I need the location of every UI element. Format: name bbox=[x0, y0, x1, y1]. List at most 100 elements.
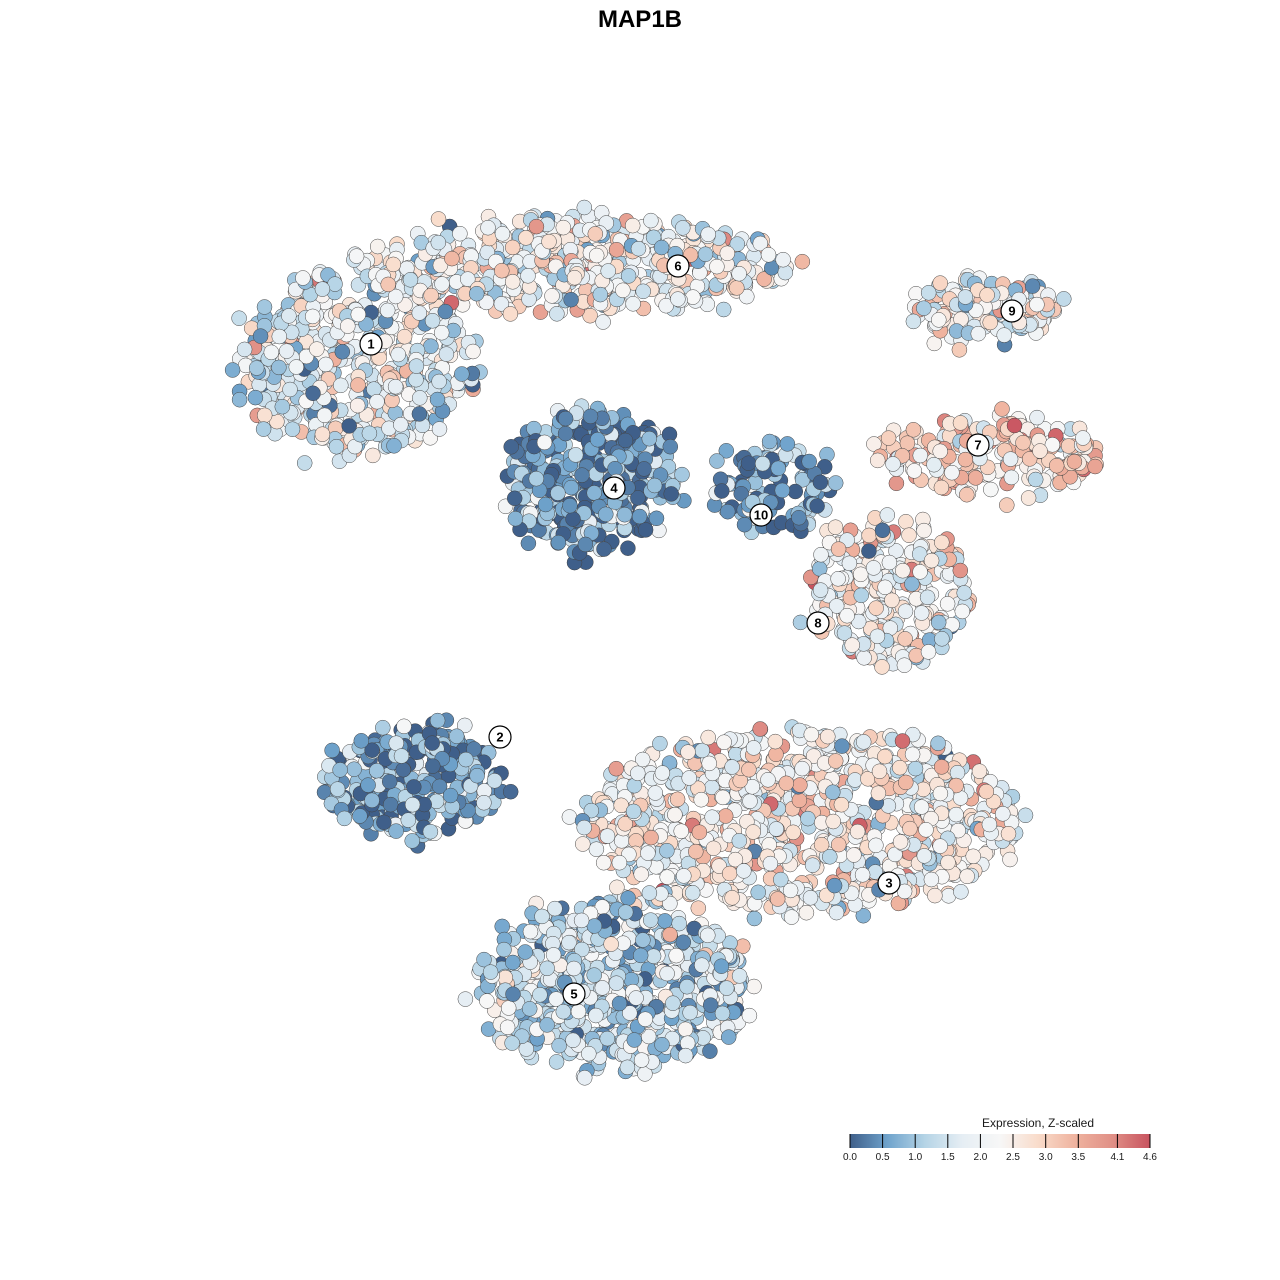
cell-point bbox=[681, 770, 697, 786]
cell-point bbox=[528, 218, 545, 235]
cell-point bbox=[369, 238, 386, 255]
cell-point bbox=[566, 960, 582, 977]
cell-point bbox=[476, 794, 492, 811]
cell-point bbox=[537, 496, 554, 513]
cell-point bbox=[952, 562, 969, 579]
cell-point bbox=[787, 483, 804, 500]
cell-point bbox=[691, 824, 708, 840]
cell-point bbox=[892, 834, 909, 850]
cell-point bbox=[236, 341, 253, 358]
cell-point bbox=[1021, 451, 1038, 467]
cell-point bbox=[536, 434, 553, 451]
cell-point bbox=[996, 327, 1012, 343]
cell-point bbox=[658, 297, 674, 314]
cell-point bbox=[574, 941, 590, 958]
cell-point bbox=[1024, 278, 1041, 294]
cell-point bbox=[432, 257, 449, 274]
cell-point bbox=[952, 415, 969, 431]
cell-point bbox=[731, 968, 748, 984]
cell-point bbox=[333, 377, 349, 394]
cell-point bbox=[1029, 409, 1045, 426]
cluster-label-badge bbox=[666, 254, 690, 278]
cell-point bbox=[256, 407, 273, 424]
cell-point bbox=[385, 256, 402, 273]
cell-point bbox=[314, 426, 331, 442]
cell-point bbox=[503, 439, 519, 455]
cell-point bbox=[640, 845, 656, 861]
cell-point bbox=[812, 474, 829, 491]
cell-point bbox=[613, 797, 629, 814]
cell-point bbox=[625, 803, 642, 820]
cell-point bbox=[648, 510, 665, 527]
cell-point bbox=[570, 1003, 587, 1020]
cell-point bbox=[1002, 851, 1018, 868]
cell-point bbox=[881, 554, 898, 571]
cell-point bbox=[361, 425, 378, 442]
cell-point bbox=[768, 821, 785, 837]
cell-point bbox=[714, 1005, 731, 1022]
cell-point bbox=[785, 824, 801, 841]
cell-point bbox=[324, 742, 340, 759]
cell-point bbox=[874, 659, 890, 675]
cell-point bbox=[336, 810, 353, 827]
cell-point bbox=[820, 728, 836, 745]
cell-point bbox=[866, 436, 882, 452]
cell-point bbox=[659, 869, 675, 885]
cell-point bbox=[466, 741, 482, 757]
cell-point bbox=[566, 269, 583, 286]
cell-point bbox=[395, 761, 411, 778]
cell-point bbox=[709, 258, 725, 275]
cluster-label-text: 6 bbox=[674, 259, 681, 274]
cell-point bbox=[999, 497, 1015, 513]
cell-point bbox=[387, 378, 404, 395]
cell-point bbox=[685, 289, 701, 305]
cell-point bbox=[424, 313, 441, 329]
cell-point bbox=[288, 359, 305, 375]
cell-point bbox=[295, 270, 311, 286]
cell-point bbox=[791, 509, 807, 526]
cell-point bbox=[634, 751, 651, 768]
cell-point bbox=[861, 527, 877, 544]
cell-point bbox=[305, 385, 321, 402]
cell-point bbox=[679, 978, 695, 995]
cell-point bbox=[926, 456, 942, 473]
cell-point bbox=[386, 438, 402, 454]
cell-point bbox=[1032, 443, 1048, 459]
cell-point bbox=[460, 271, 476, 287]
cell-point bbox=[736, 516, 753, 533]
cell-point bbox=[902, 820, 918, 837]
cell-point bbox=[668, 947, 684, 964]
cell-point bbox=[545, 947, 562, 963]
cell-point bbox=[381, 773, 398, 790]
cell-point bbox=[934, 534, 950, 551]
cluster-label-5: 5 bbox=[562, 982, 586, 1006]
cell-point bbox=[263, 344, 280, 361]
cell-point bbox=[595, 854, 612, 871]
cell-point bbox=[369, 393, 385, 410]
cell-point bbox=[919, 589, 936, 606]
cell-point bbox=[673, 823, 689, 839]
cell-point bbox=[659, 965, 675, 982]
cell-point bbox=[828, 598, 845, 614]
cell-point bbox=[505, 986, 521, 1002]
cell-point bbox=[642, 912, 659, 928]
cell-point bbox=[888, 543, 904, 559]
cell-point bbox=[825, 813, 841, 830]
cell-point bbox=[930, 735, 946, 752]
cell-point bbox=[352, 808, 368, 824]
cell-point bbox=[897, 631, 913, 647]
cell-point bbox=[599, 1030, 616, 1047]
cell-point bbox=[913, 799, 930, 815]
cell-point bbox=[562, 497, 578, 514]
cell-point bbox=[434, 276, 450, 292]
cell-point bbox=[801, 453, 817, 470]
cell-point bbox=[521, 1001, 538, 1017]
cell-point bbox=[469, 767, 485, 784]
cell-point bbox=[662, 926, 678, 943]
cell-point bbox=[396, 718, 412, 735]
cell-point bbox=[387, 288, 404, 305]
cell-point bbox=[647, 785, 664, 801]
colorbar-legend: Expression, Z-scaled 0.0 0.5 1.0 1.5 2.0 2.5 3… bbox=[843, 1116, 1157, 1163]
cell-point bbox=[620, 540, 636, 556]
cell-point bbox=[760, 247, 777, 263]
